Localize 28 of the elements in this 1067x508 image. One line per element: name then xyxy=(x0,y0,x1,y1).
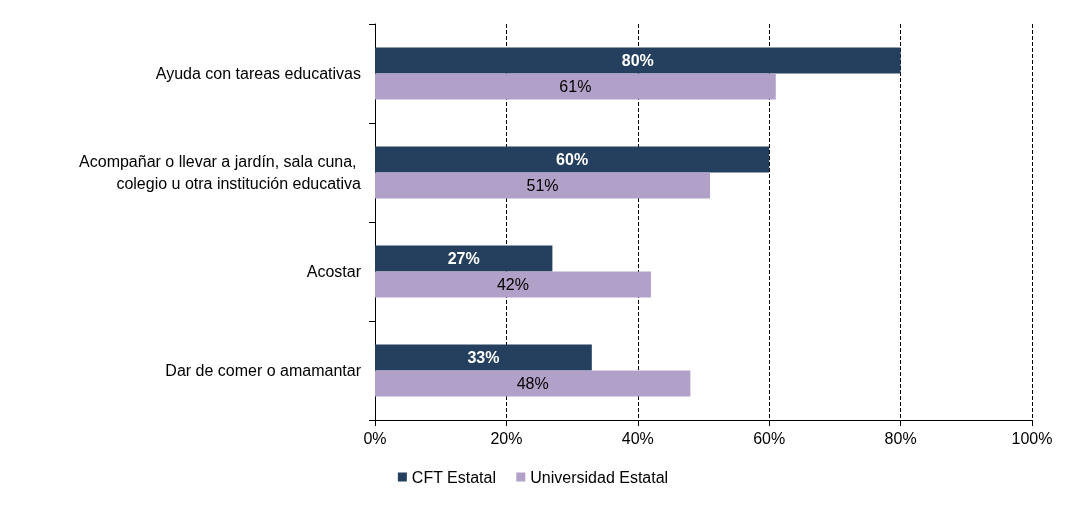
legend-label: Universidad Estatal xyxy=(530,468,669,486)
data-label: 61% xyxy=(559,78,592,95)
bar xyxy=(375,146,770,173)
data-label: 33% xyxy=(467,349,500,366)
bar xyxy=(375,370,691,397)
x-tick-label: 100% xyxy=(1011,429,1053,447)
bar xyxy=(375,172,711,199)
data-label: 27% xyxy=(447,250,480,267)
legend-label: CFT Estatal xyxy=(411,468,497,486)
bar xyxy=(375,245,553,272)
y-tick-label: Dar de comer o amamantar xyxy=(165,362,362,379)
bar xyxy=(375,271,651,298)
data-label: 51% xyxy=(526,177,559,194)
x-tick-label: 40% xyxy=(621,429,654,447)
data-label: 48% xyxy=(516,375,549,392)
data-label: 80% xyxy=(621,52,654,69)
y-tick-label: Ayuda con tareas educativas xyxy=(155,65,361,82)
x-tick-label: 20% xyxy=(490,429,523,447)
bar xyxy=(375,344,592,371)
bar xyxy=(375,47,901,74)
y-tick-label: Acompañar o llevar a jardín, sala cuna, colegio u otra institución educativa xyxy=(79,153,362,192)
x-tick-label: 60% xyxy=(753,429,786,447)
data-label: 42% xyxy=(496,276,529,293)
x-tick-label: 80% xyxy=(884,429,917,447)
y-tick-label: Acostar xyxy=(306,263,362,280)
data-label: 60% xyxy=(556,151,589,168)
bar xyxy=(375,73,776,100)
x-tick-label: 0% xyxy=(363,429,387,447)
